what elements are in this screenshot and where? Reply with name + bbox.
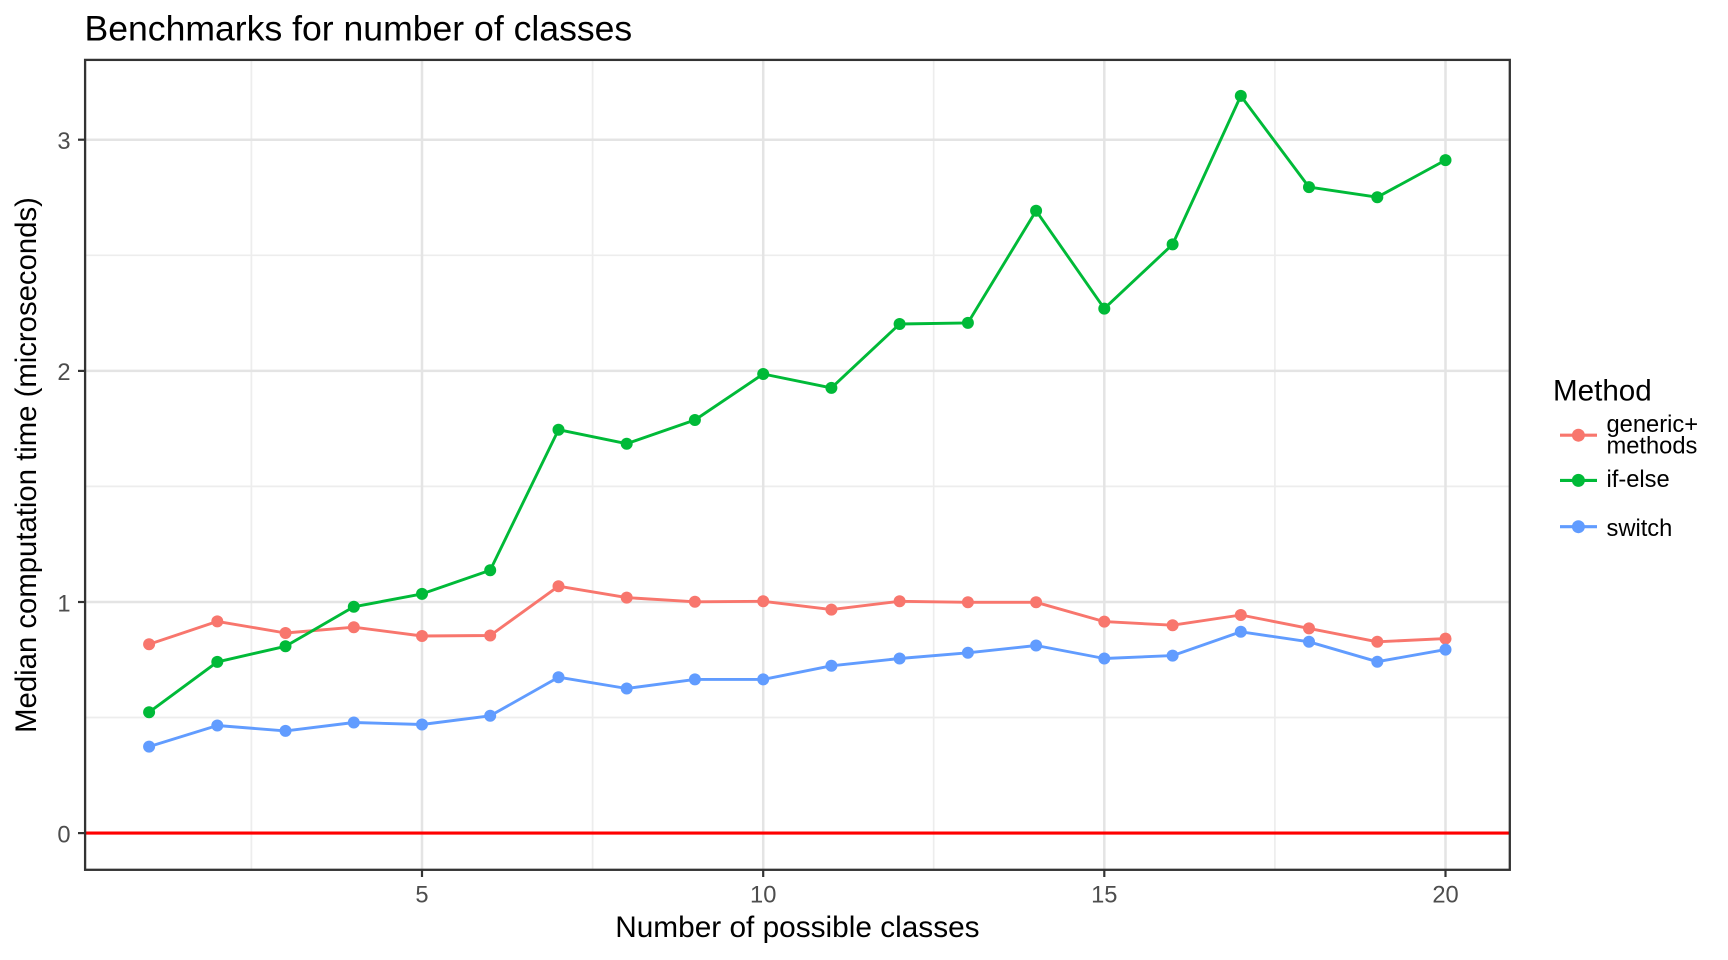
svg-text:10: 10 xyxy=(750,882,776,908)
svg-text:if-else: if-else xyxy=(1607,467,1670,493)
svg-text:1: 1 xyxy=(57,591,70,617)
svg-text:methods: methods xyxy=(1607,434,1698,460)
svg-text:15: 15 xyxy=(1091,882,1117,908)
svg-text:5: 5 xyxy=(415,882,428,908)
svg-text:switch: switch xyxy=(1607,516,1673,542)
svg-text:2: 2 xyxy=(57,360,70,386)
svg-text:0: 0 xyxy=(57,822,70,848)
svg-text:Median computation time (micro: Median computation time (microseconds) xyxy=(10,197,43,733)
svg-text:Benchmarks for number of class: Benchmarks for number of classes xyxy=(85,9,633,49)
svg-text:generic+: generic+ xyxy=(1607,412,1699,438)
svg-text:Method: Method xyxy=(1553,375,1652,408)
svg-text:20: 20 xyxy=(1432,882,1458,908)
svg-text:3: 3 xyxy=(57,129,70,155)
svg-text:Number of possible classes: Number of possible classes xyxy=(615,911,979,944)
